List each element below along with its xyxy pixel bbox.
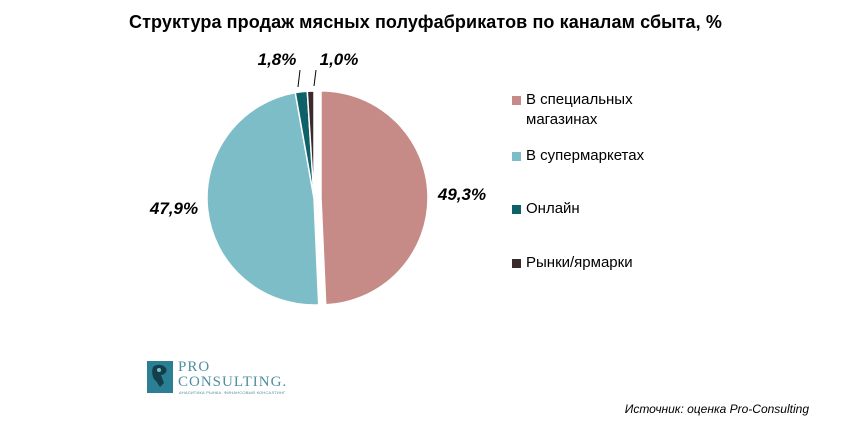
pie-slice-1 bbox=[320, 90, 429, 306]
leader-line-4 bbox=[313, 69, 317, 87]
data-label-4: 1,0% bbox=[320, 50, 359, 69]
legend-label: Рынки/ярмарки bbox=[526, 254, 633, 271]
legend-label: В супермаркетах bbox=[526, 147, 645, 164]
legend-swatch bbox=[512, 152, 521, 161]
leader-line-3 bbox=[297, 69, 301, 88]
logo-text-pro: PRO bbox=[178, 359, 211, 375]
legend-swatch bbox=[512, 205, 521, 214]
data-label-1: 49,3% bbox=[437, 185, 486, 204]
legend-item-2: В супермаркетах bbox=[512, 146, 726, 166]
chart-title: Структура продаж мясных полуфабрикатов п… bbox=[129, 12, 722, 32]
logo-emblem-icon bbox=[147, 361, 173, 393]
pro-consulting-logo: PRO CONSULTING. АНАЛИТИКА РЫНКА. ФИНАНСО… bbox=[147, 359, 307, 395]
legend-label: В специальных магазинах bbox=[526, 91, 633, 128]
legend-item-1: В специальных магазинах bbox=[512, 90, 726, 130]
legend-swatch bbox=[512, 96, 521, 105]
pie-slice-4 bbox=[306, 90, 315, 199]
pie-slice-2 bbox=[206, 91, 320, 306]
legend-label: Онлайн bbox=[526, 200, 580, 217]
legend-item-4: Рынки/ярмарки bbox=[512, 253, 726, 273]
source-note: Источник: оценка Pro-Consulting bbox=[624, 402, 809, 416]
logo-text-consulting: CONSULTING. bbox=[178, 374, 288, 390]
legend-item-3: Онлайн bbox=[512, 199, 726, 219]
data-label-2: 47,9% bbox=[149, 199, 198, 218]
data-label-3: 1,8% bbox=[258, 50, 297, 69]
legend-swatch bbox=[512, 259, 521, 268]
logo-tagline: АНАЛИТИКА РЫНКА. ФИНАНСОВЫЙ КОНСАЛТИНГ bbox=[179, 390, 286, 395]
